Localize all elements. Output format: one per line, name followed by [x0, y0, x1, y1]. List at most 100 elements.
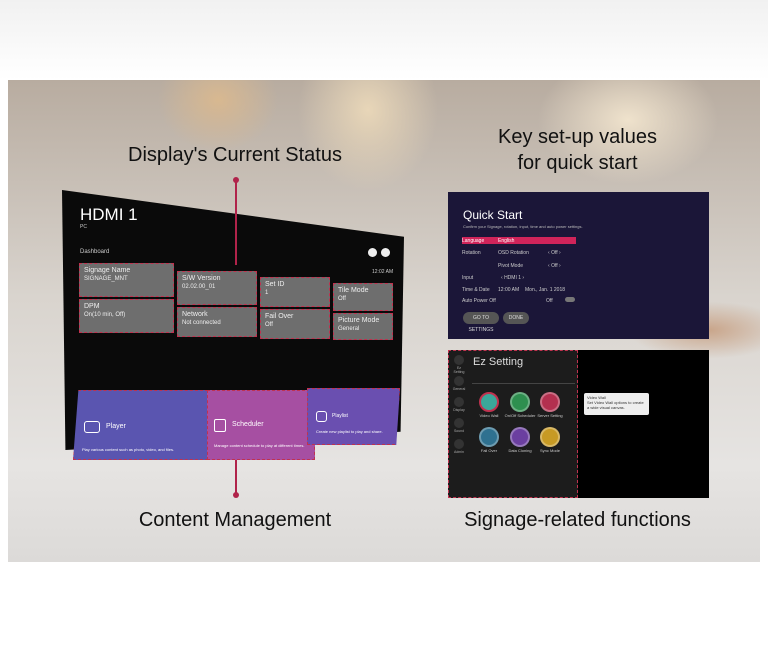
item-label: Sync Mode: [539, 448, 560, 453]
app-playlist[interactable]: Playlist Create new playlist to play and…: [307, 388, 400, 445]
tile-value: SIGNAGE_MNT: [84, 276, 128, 282]
tooltip-title: Video Wall: [587, 395, 606, 400]
tile-label: S/W Version: [182, 275, 221, 282]
callout-line-status: [235, 180, 237, 265]
heading-content: Content Management: [138, 509, 332, 531]
row-value: English: [498, 238, 515, 244]
ez-setting-title: Ez Setting: [473, 356, 524, 368]
tile-value: Off: [338, 296, 346, 302]
input-icon[interactable]: [368, 248, 377, 257]
row-value: Pivot Mode: [498, 263, 524, 269]
sidebar-label: Ez Setting: [453, 366, 465, 374]
heading-status: Display's Current Status: [128, 144, 342, 166]
tile-label: Fail Over: [265, 313, 294, 320]
top-band: [0, 0, 768, 80]
dashboard-label: Dashboard: [80, 249, 110, 255]
row-value: Off: [546, 298, 553, 304]
osd-rotation-stepper[interactable]: ‹ Off ›: [548, 250, 561, 256]
tile-label: Tile Mode: [338, 287, 369, 294]
tile-value: Off: [265, 322, 273, 328]
time-value[interactable]: 12:00 AM: [498, 287, 520, 293]
tile-tile-mode[interactable]: Tile Mode Off: [333, 283, 393, 311]
stepper-value: HDMI 1: [504, 275, 522, 281]
auto-power-off-toggle[interactable]: [565, 297, 575, 302]
item-label: Data Cloning: [508, 448, 532, 453]
playlist-icon: [316, 411, 327, 422]
sidebar-item-display[interactable]: Display: [452, 397, 466, 412]
data-cloning-icon[interactable]: [510, 427, 530, 447]
callout-dot-status: [233, 177, 239, 183]
app-name: Scheduler: [232, 421, 264, 428]
tooltip: Video Wall Set Video Wall options to cre…: [584, 393, 649, 415]
app-desc: Manage content schedule to play at diffe…: [214, 443, 305, 448]
tooltip-text: Set Video Wall options to create a wide …: [587, 400, 644, 410]
input-title: HDMI 1: [80, 205, 138, 224]
tile-signage-name[interactable]: Signage Name SIGNAGE_MNT: [79, 263, 174, 297]
ez-setting-screen: Ez Setting General Display Sound Admin E…: [448, 350, 709, 498]
stepper-value: Off: [551, 250, 558, 256]
tile-label: Network: [182, 311, 208, 318]
tile-label: Signage Name: [84, 267, 131, 274]
ez-setting-menu: [448, 350, 578, 498]
row-label: Rotation: [462, 250, 481, 256]
app-desc: Play various content such as photo, vide…: [82, 447, 175, 452]
tile-sw-version[interactable]: S/W Version 02.02.00_01: [177, 271, 257, 305]
fail-over-icon[interactable]: [479, 427, 499, 447]
tile-picture-mode[interactable]: Picture Mode General: [333, 313, 393, 340]
stepper-value: Off: [551, 263, 558, 269]
language-row-highlight[interactable]: [462, 237, 576, 244]
row-value: OSD Rotation: [498, 250, 529, 256]
tile-network[interactable]: Network Not connected: [177, 307, 257, 337]
row-label: Language: [462, 238, 485, 244]
heading-quickstart-1: Key set-up values: [498, 126, 657, 148]
sidebar-label: Sound: [453, 429, 465, 433]
settings-icon[interactable]: [381, 248, 390, 257]
heading-quickstart-2: for quick start: [517, 152, 638, 174]
go-to-settings-button[interactable]: GO TO SETTINGS: [463, 312, 499, 333]
heading-signage: Signage-related functions: [464, 509, 691, 531]
app-name: Player: [106, 423, 126, 430]
app-name: Playlist: [332, 413, 348, 419]
quickstart-panel: Quick Start Confirm your Signage, rotati…: [448, 192, 709, 339]
item-label: Fail Over: [480, 448, 498, 453]
tile-label: DPM: [84, 303, 100, 310]
tile-value: 02.02.00_01: [182, 284, 216, 290]
app-scheduler[interactable]: Scheduler Manage content schedule to pla…: [207, 390, 315, 460]
date-value[interactable]: Mon., Jan. 1 2018: [525, 287, 566, 293]
sidebar-label: Display: [453, 408, 465, 412]
row-label: Time & Date: [462, 287, 490, 293]
done-button[interactable]: DONE: [503, 312, 529, 324]
input-sub: PC: [80, 224, 87, 230]
sidebar-label: Admin: [454, 450, 464, 454]
row-label: Input: [462, 275, 474, 281]
tile-label: Picture Mode: [338, 317, 380, 324]
calendar-clock-icon: [214, 419, 226, 432]
callout-line-content: [235, 460, 237, 495]
sync-mode-icon[interactable]: [540, 427, 560, 447]
divider: [472, 383, 575, 384]
sidebar-item-sound[interactable]: Sound: [452, 418, 466, 433]
tile-value: 1: [265, 290, 269, 296]
pivot-mode-stepper[interactable]: ‹ Off ›: [548, 263, 561, 269]
app-desc: Create new playlist to play and share.: [316, 429, 383, 434]
quickstart-subtitle: Confirm your Signage, rotation, input, t…: [463, 224, 583, 229]
item-label: On/Off Scheduler: [504, 413, 536, 418]
tile-value: Not connected: [182, 320, 221, 326]
tile-dpm[interactable]: DPM On(10 min, Off): [79, 299, 174, 333]
input-stepper[interactable]: ‹ HDMI 1 ›: [501, 275, 525, 281]
scheduler-icon[interactable]: [510, 392, 530, 412]
app-player[interactable]: Player Play various content such as phot…: [73, 390, 208, 460]
sidebar-label: General: [452, 387, 466, 391]
item-label: Video Wall: [479, 413, 499, 418]
sidebar-item-admin[interactable]: Admin: [452, 439, 466, 454]
callout-dot-content: [233, 492, 239, 498]
sidebar-item-ez-setting[interactable]: Ez Setting: [452, 355, 466, 374]
video-wall-icon[interactable]: [479, 392, 499, 412]
sidebar-item-general[interactable]: General: [452, 376, 466, 391]
tile-fail-over[interactable]: Fail Over Off: [260, 309, 330, 339]
tile-label: Set ID: [265, 281, 285, 288]
server-icon[interactable]: [540, 392, 560, 412]
clock: 12:02 AM: [372, 269, 394, 275]
tile-value: General: [338, 326, 360, 332]
tile-set-id[interactable]: Set ID 1: [260, 277, 330, 307]
